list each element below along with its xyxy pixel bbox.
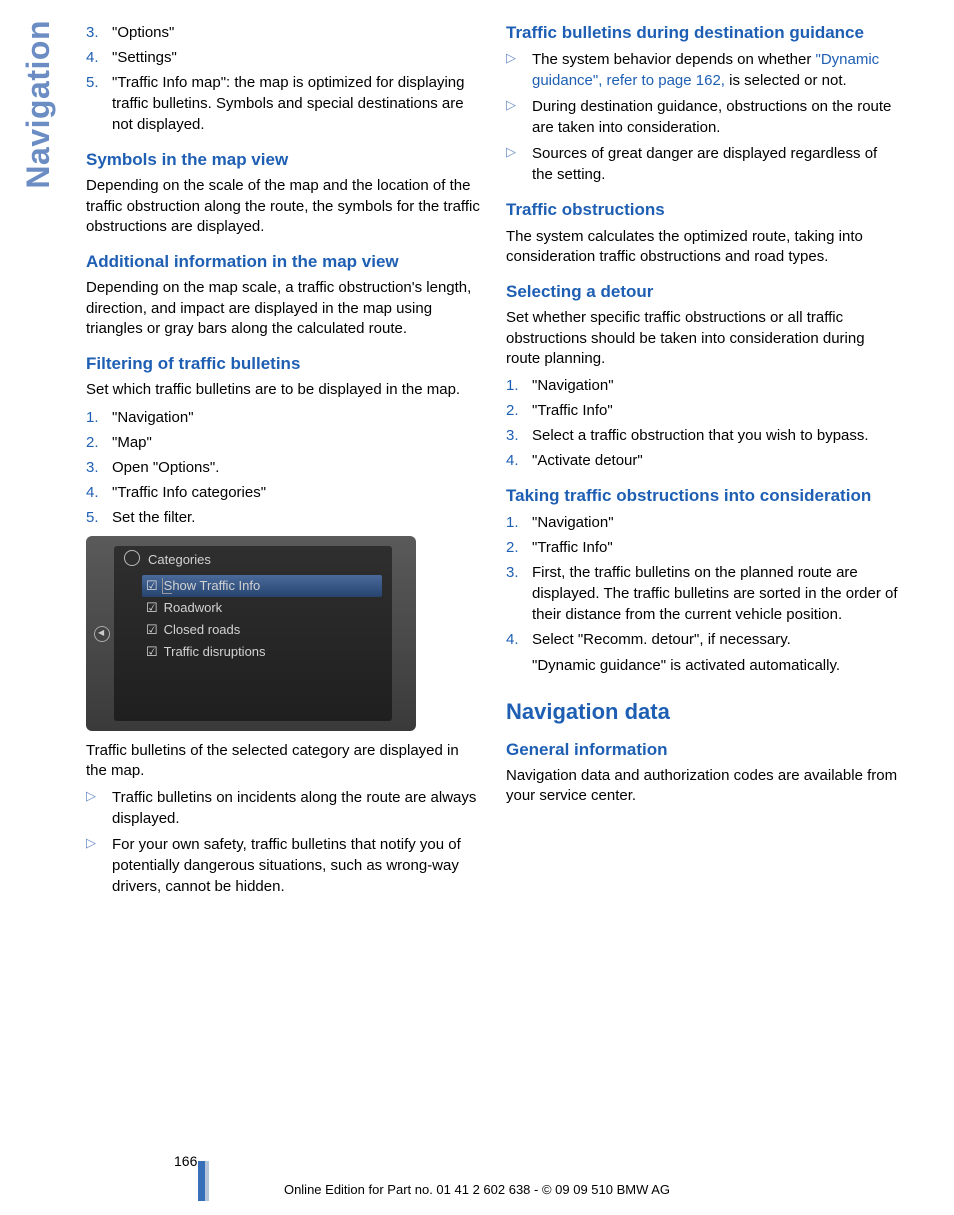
list-item: 1."Navigation" <box>86 407 480 428</box>
heading-tbdg: Traffic bulletins during destination gui… <box>506 22 900 43</box>
list-item: 1."Navigation" <box>506 375 900 396</box>
list-item: 4.Select "Recomm. detour", if necessary. <box>506 629 900 650</box>
heading-general-information: General information <box>506 739 900 760</box>
para-traffic-obstructions: The system calculates the optimized rout… <box>506 227 900 268</box>
page-number: 166 <box>174 1153 197 1169</box>
detour-steps: 1."Navigation" 2."Traffic Info" 3.Select a… <box>506 375 900 471</box>
footer-text: Online Edition for Part no. 01 41 2 602 … <box>0 1182 954 1197</box>
screen-list-item: Closed roads <box>142 619 382 641</box>
list-item: ▷The system behavior depends on whether … <box>506 49 900 91</box>
heading-filtering: Filtering of traffic bulletins <box>86 353 480 374</box>
para-general-information: Navigation data and authorization codes … <box>506 766 900 807</box>
list-item: ▷During destination guidance, obstructio… <box>506 96 900 138</box>
screen-list-item: Show Traffic Info <box>142 575 382 597</box>
heading-symbols: Symbols in the map view <box>86 149 480 170</box>
left-column: 3."Options" 4."Settings" 5."Traffic Info m… <box>86 22 480 903</box>
checkbox-icon <box>146 622 158 638</box>
checkbox-icon <box>146 600 158 616</box>
filter-notes-list: ▷Traffic bulletins on incidents along th… <box>86 787 480 897</box>
taking-obstructions-steps: 1."Navigation" 2."Traffic Info" 3.First, t… <box>506 512 900 650</box>
checkbox-icon <box>146 578 158 594</box>
idrive-screenshot: Categories Show Traffic InfoRoadworkClos… <box>86 536 416 731</box>
options-list: 3."Options" 4."Settings" 5."Traffic Info m… <box>86 22 480 135</box>
cross-reference-link[interactable]: "Dynamic guidance", refer to page 162, <box>532 51 879 89</box>
para-dynamic-guidance: "Dynamic guidance" is activated automati… <box>532 656 900 676</box>
para-selecting-detour: Set whether specific traffic obstruction… <box>506 308 900 369</box>
screen-list: Show Traffic InfoRoadworkClosed roadsTra… <box>142 575 382 663</box>
list-item: ▷For your own safety, traffic bulletins … <box>86 834 480 897</box>
heading-navigation-data: Navigation data <box>506 699 900 725</box>
list-item: 3.Select a traffic obstruction that you … <box>506 425 900 446</box>
list-item: 5."Traffic Info map": the map is optimiz… <box>86 72 480 135</box>
screen-title: Categories <box>114 546 392 573</box>
tbdg-list: ▷The system behavior depends on whether … <box>506 49 900 185</box>
side-tab-navigation: Navigation <box>20 20 57 189</box>
back-icon <box>94 626 110 642</box>
para-additional-info: Depending on the map scale, a traffic ob… <box>86 278 480 339</box>
list-item: 4."Traffic Info categories" <box>86 482 480 503</box>
list-item: 5.Set the filter. <box>86 507 480 528</box>
para-symbols: Depending on the scale of the map and th… <box>86 176 480 237</box>
filtering-steps: 1."Navigation" 2."Map" 3.Open "Options". 4.… <box>86 407 480 528</box>
heading-traffic-obstructions: Traffic obstructions <box>506 199 900 220</box>
list-item: 2."Traffic Info" <box>506 537 900 558</box>
heading-selecting-detour: Selecting a detour <box>506 281 900 302</box>
heading-taking-obstructions: Taking traffic obstructions into conside… <box>506 485 900 506</box>
list-item: 1."Navigation" <box>506 512 900 533</box>
list-item: ▷Traffic bulletins on incidents along th… <box>86 787 480 829</box>
list-item: 2."Traffic Info" <box>506 400 900 421</box>
list-item: 3."Options" <box>86 22 480 43</box>
checkbox-icon <box>146 644 158 660</box>
para-filtering: Set which traffic bulletins are to be di… <box>86 380 480 400</box>
right-column: Traffic bulletins during destination gui… <box>506 22 900 903</box>
screen-list-item: Roadwork <box>142 597 382 619</box>
list-item: 3.First, the traffic bulletins on the pl… <box>506 562 900 625</box>
screen-list-item: Traffic disruptions <box>142 641 382 663</box>
list-item: 2."Map" <box>86 432 480 453</box>
satellite-icon <box>124 550 140 566</box>
heading-additional-info: Additional information in the map view <box>86 251 480 272</box>
para-after-screenshot: Traffic bulletins of the selected catego… <box>86 741 480 782</box>
list-item: 3.Open "Options". <box>86 457 480 478</box>
list-item: 4."Activate detour" <box>506 450 900 471</box>
list-item: 4."Settings" <box>86 47 480 68</box>
list-item: ▷Sources of great danger are displayed r… <box>506 143 900 185</box>
